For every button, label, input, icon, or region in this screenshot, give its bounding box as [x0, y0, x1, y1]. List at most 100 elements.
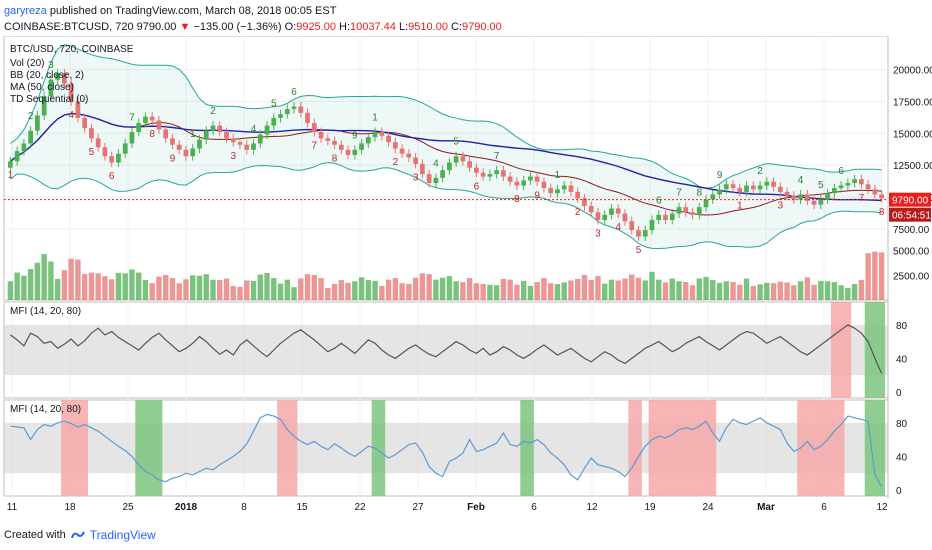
volume-bar: [399, 283, 405, 300]
price-tick-label: 20000.00: [893, 66, 932, 77]
author-link[interactable]: garyreza: [4, 5, 47, 17]
volume-bar: [683, 282, 689, 300]
legend-item: BB (20, close, 2): [10, 70, 84, 81]
td-count-label: 5: [271, 98, 277, 109]
candle-body: [210, 125, 216, 131]
publish-line: garyreza published on TradingView.com, M…: [4, 4, 336, 18]
candle-body: [298, 106, 304, 113]
td-count-label: 2: [575, 207, 581, 218]
volume-bar: [68, 258, 74, 300]
mfi-overbought-zone: [797, 400, 811, 496]
candle-body: [541, 181, 547, 189]
tradingview-link[interactable]: TradingView: [89, 528, 156, 542]
volume-bar: [372, 280, 378, 300]
mfi-overbought-zone: [662, 400, 703, 496]
high-value: 10037.44: [350, 21, 396, 33]
volume-bar: [379, 285, 385, 300]
candle-body: [14, 151, 20, 162]
volume-bar: [649, 271, 655, 300]
volume-bar: [210, 279, 216, 300]
volume-bar: [574, 278, 581, 300]
td-count-label: 2: [393, 157, 399, 168]
candle-body: [305, 112, 310, 124]
volume-bar: [257, 274, 263, 300]
volume-bar: [81, 274, 88, 300]
candle-body: [534, 176, 540, 182]
candle-body: [447, 162, 452, 171]
candle-body: [750, 185, 756, 190]
candle-body: [345, 149, 351, 155]
td-count-label: 7: [494, 151, 500, 162]
candle-body: [318, 131, 324, 139]
volume-bar: [48, 261, 54, 300]
candle-body: [386, 135, 391, 143]
volume-bar: [223, 278, 230, 300]
volume-bar: [602, 283, 608, 300]
volume-bar: [385, 279, 392, 300]
volume-bar: [811, 284, 817, 300]
candle-body: [419, 163, 425, 175]
volume-bar: [669, 278, 675, 300]
candle-body: [744, 185, 749, 192]
time-tick-label: 12: [876, 502, 888, 513]
td-count-label: 4: [798, 175, 804, 186]
volume-tick-label: 5000.00: [893, 247, 930, 258]
candle-body: [764, 181, 770, 186]
candle-body: [237, 142, 243, 145]
td-count-label: 3: [230, 151, 236, 162]
td-count-label: 3: [48, 60, 54, 71]
volume-bar: [460, 282, 466, 300]
low-label: L:: [398, 21, 409, 33]
td-count-label: 9: [717, 170, 723, 181]
volume-bar: [358, 277, 365, 300]
candle-body: [710, 194, 716, 200]
candle-body: [649, 219, 655, 231]
volume-bar: [757, 284, 763, 300]
candle-body: [642, 230, 648, 237]
volume-bar: [466, 278, 473, 300]
candle-body: [203, 130, 209, 140]
close-value: 9790.00: [462, 21, 502, 33]
volume-bar: [872, 251, 878, 300]
volume-bar: [149, 283, 155, 300]
td-count-label: 5: [636, 245, 642, 256]
volume-bar: [61, 270, 68, 300]
volume-bar: [487, 284, 493, 300]
footer: Created with TradingView: [4, 528, 156, 542]
td-count-label: 7: [676, 188, 682, 199]
volume-bar: [676, 281, 682, 300]
volume-bar: [615, 280, 621, 300]
volume-bar: [176, 283, 182, 300]
volume-bar: [122, 273, 128, 300]
volume-bar: [716, 282, 723, 300]
volume-bar: [750, 285, 757, 300]
volume-bar: [851, 284, 858, 300]
mfi-overbought-zone: [830, 302, 852, 398]
candle-body: [291, 106, 297, 110]
candle-body: [872, 189, 878, 195]
candle-body: [514, 181, 520, 186]
candle-body: [831, 188, 837, 194]
volume-bar: [237, 286, 243, 300]
candle-body: [244, 144, 250, 150]
close-label: C:: [451, 21, 462, 33]
time-tick-label: 6: [821, 502, 827, 513]
candle-body: [575, 191, 581, 199]
candle-body: [507, 176, 513, 182]
candle-body: [602, 214, 608, 220]
td-count-label: 3: [778, 200, 784, 211]
candle-body: [879, 194, 884, 199]
candle-body: [143, 116, 148, 124]
mfi-tick-label: 40: [896, 354, 908, 365]
candle-body: [703, 199, 709, 208]
legend-item: Vol (20): [10, 58, 44, 69]
candle-body: [55, 73, 61, 80]
volume-bar: [291, 287, 297, 300]
candle-body: [798, 194, 803, 200]
volume-bar: [703, 276, 709, 300]
volume-bar: [203, 274, 209, 300]
volume-bar: [878, 252, 885, 300]
candle-body: [777, 186, 783, 192]
candle-body: [426, 174, 432, 183]
